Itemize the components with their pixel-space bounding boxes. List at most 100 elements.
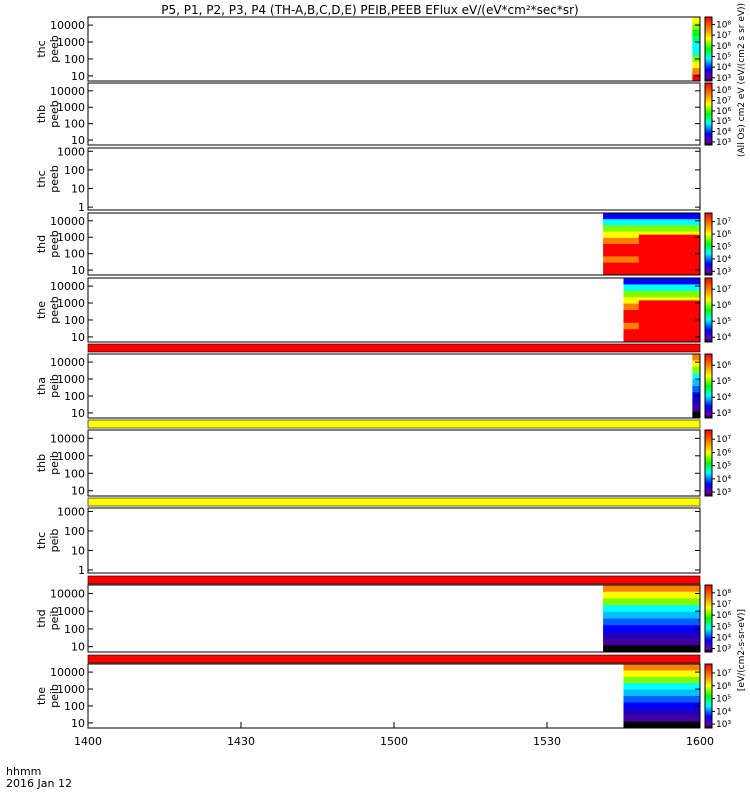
date-label: 2016 Jan 12 (6, 777, 72, 790)
panel-probe-label: thc (35, 532, 48, 549)
spectrogram-band (623, 670, 700, 678)
spectrogram-band (623, 278, 700, 285)
colorbar-tick-label: 10³ (716, 74, 731, 84)
panel-frame (87, 212, 701, 276)
colorbar-tick-label: 10⁴ (716, 707, 731, 717)
spectrogram-band (603, 591, 700, 599)
colorbar (704, 663, 713, 729)
x-tick-label: 1500 (380, 735, 408, 748)
separator-bar (87, 497, 701, 507)
y-tick-label: 1000 (57, 373, 85, 386)
y-tick-label: 10 (71, 407, 85, 420)
x-tick-label: 1600 (686, 735, 714, 748)
spectrogram-band (692, 411, 700, 419)
y-tick-label: 100 (64, 314, 85, 327)
y-tick-label: 100 (64, 390, 85, 403)
panel-product-label: peib (48, 684, 61, 708)
colorbar-tick-label: 10⁸ (716, 20, 731, 30)
y-tick-label: 1000 (57, 450, 85, 463)
colorbar-tick-label: 10⁵ (716, 622, 731, 632)
spectrogram-band (692, 379, 700, 387)
panel-frame (87, 507, 701, 574)
colorbar (704, 16, 713, 82)
panel-probe-label: tha (35, 377, 48, 395)
spectrogram-band (692, 68, 700, 76)
y-tick-label: 100 (64, 248, 85, 261)
colorbar-tick-label: 10⁶ (716, 107, 731, 117)
colorbar-tick-label: 10⁴ (716, 633, 731, 643)
panel-probe-label: thb (35, 454, 48, 472)
spectrogram-band (623, 664, 700, 671)
x-tick-label: 1430 (227, 735, 255, 748)
separator-bar (87, 343, 701, 353)
colorbar-tick-label: 10⁷ (716, 285, 731, 295)
y-tick-label: 10 (71, 641, 85, 654)
spectrogram-band (692, 373, 700, 381)
colorbar-tick-label: 10⁶ (716, 682, 731, 692)
colorbar-tick-label: 10⁷ (716, 435, 731, 445)
y-tick-label: 10000 (50, 432, 85, 445)
y-tick-label: 1 (78, 564, 85, 577)
colorbar (704, 82, 713, 146)
panel-frame (87, 147, 701, 211)
y-tick-label: 1000 (57, 36, 85, 49)
y-tick-label: 1000 (57, 505, 85, 518)
spectrogram-band (638, 234, 700, 272)
colorbar (704, 429, 713, 497)
y-tick-label: 10 (71, 70, 85, 83)
spectrogram-band (603, 625, 700, 633)
y-tick-label: 10000 (50, 666, 85, 679)
y-tick-label: 1000 (57, 145, 85, 158)
colorbar-tick-label: 10³ (716, 138, 731, 148)
spectrogram-band (603, 268, 700, 276)
spectrogram-band (603, 605, 700, 613)
panel-frame (87, 16, 701, 82)
spectrogram-band (603, 219, 700, 226)
spectrogram-band (603, 585, 700, 593)
y-tick-label: 1000 (57, 683, 85, 696)
y-tick-label: 1000 (57, 101, 85, 114)
spectrogram-band (603, 638, 700, 646)
spectrogram-band (603, 631, 700, 640)
panel-product-label: peib (48, 529, 61, 553)
colorbar (704, 212, 713, 276)
y-tick-label: 10 (71, 544, 85, 557)
panel-product-label: peib (48, 451, 61, 475)
spectrogram-data (603, 585, 700, 653)
spectrogram-band (692, 405, 700, 413)
colorbar-label: (All Os) cm2 eV (eV/(cm2 s sr eV)) (737, 3, 747, 157)
spectrogram-band (692, 360, 700, 368)
spectrogram-band (623, 702, 700, 710)
y-tick-label: 10000 (50, 215, 85, 228)
spectrogram-band (623, 696, 700, 703)
colorbar-tick-label: 10⁴ (716, 128, 731, 138)
panel-probe-label: thd (35, 609, 48, 627)
colorbar-tick-label: 10⁴ (716, 63, 731, 73)
colorbar-tick-label: 10³ (716, 409, 731, 419)
y-tick-label: 10000 (50, 280, 85, 293)
spectrogram-band (692, 42, 700, 50)
colorbar-tick-label: 10⁶ (716, 448, 731, 458)
colorbar-tick-label: 10⁶ (716, 230, 731, 240)
colorbar-tick-label: 10⁴ (716, 393, 731, 403)
separator-bar (87, 575, 701, 585)
colorbar-tick-label: 10⁷ (716, 218, 731, 228)
colorbar-tick-label: 10⁵ (716, 462, 731, 472)
spectrogram-data (623, 664, 700, 729)
panel-frame (87, 277, 701, 343)
spectrogram-band (603, 611, 700, 619)
y-tick-label: 10 (71, 183, 85, 196)
separator-bar (87, 419, 701, 429)
colorbar-tick-label: 10⁶ (716, 42, 731, 52)
y-tick-label: 100 (64, 623, 85, 636)
spectrogram-band (623, 335, 700, 343)
spectrogram-data (603, 213, 700, 276)
colorbar-tick-label: 10⁵ (716, 695, 731, 705)
spectrogram-data (623, 278, 700, 343)
spectrogram-band (692, 36, 700, 44)
spectrogram-band (623, 715, 700, 723)
